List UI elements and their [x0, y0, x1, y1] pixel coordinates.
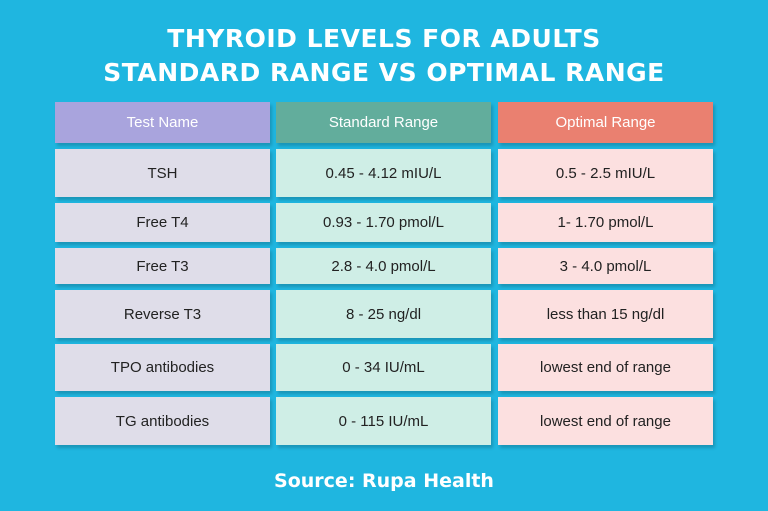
header-optimal-range: Optimal Range [498, 102, 713, 143]
row-optimal-range: 3 - 4.0 pmol/L [498, 248, 713, 284]
row-test-name: Free T4 [55, 203, 270, 242]
row-standard-range: 0.45 - 4.12 mIU/L [276, 149, 491, 197]
row-standard-range: 8 - 25 ng/dl [276, 290, 491, 338]
row-optimal-range: 1- 1.70 pmol/L [498, 203, 713, 242]
row-test-name: TG antibodies [55, 397, 270, 445]
header-test-name: Test Name [55, 102, 270, 143]
source-credit: Source: Rupa Health [274, 470, 494, 492]
row-test-name: TPO antibodies [55, 344, 270, 391]
row-standard-range: 0.93 - 1.70 pmol/L [276, 203, 491, 242]
header-standard-range: Standard Range [276, 102, 491, 143]
page-title-line-2: STANDARD RANGE VS OPTIMAL RANGE [103, 58, 665, 87]
row-standard-range: 0 - 115 IU/mL [276, 397, 491, 445]
row-optimal-range: lowest end of range [498, 344, 713, 391]
row-test-name: Free T3 [55, 248, 270, 284]
row-standard-range: 2.8 - 4.0 pmol/L [276, 248, 491, 284]
row-standard-range: 0 - 34 IU/mL [276, 344, 491, 391]
row-test-name: Reverse T3 [55, 290, 270, 338]
row-optimal-range: 0.5 - 2.5 mIU/L [498, 149, 713, 197]
row-test-name: TSH [55, 149, 270, 197]
row-optimal-range: lowest end of range [498, 397, 713, 445]
page-title-line-1: THYROID LEVELS FOR ADULTS [167, 24, 601, 53]
row-optimal-range: less than 15 ng/dl [498, 290, 713, 338]
